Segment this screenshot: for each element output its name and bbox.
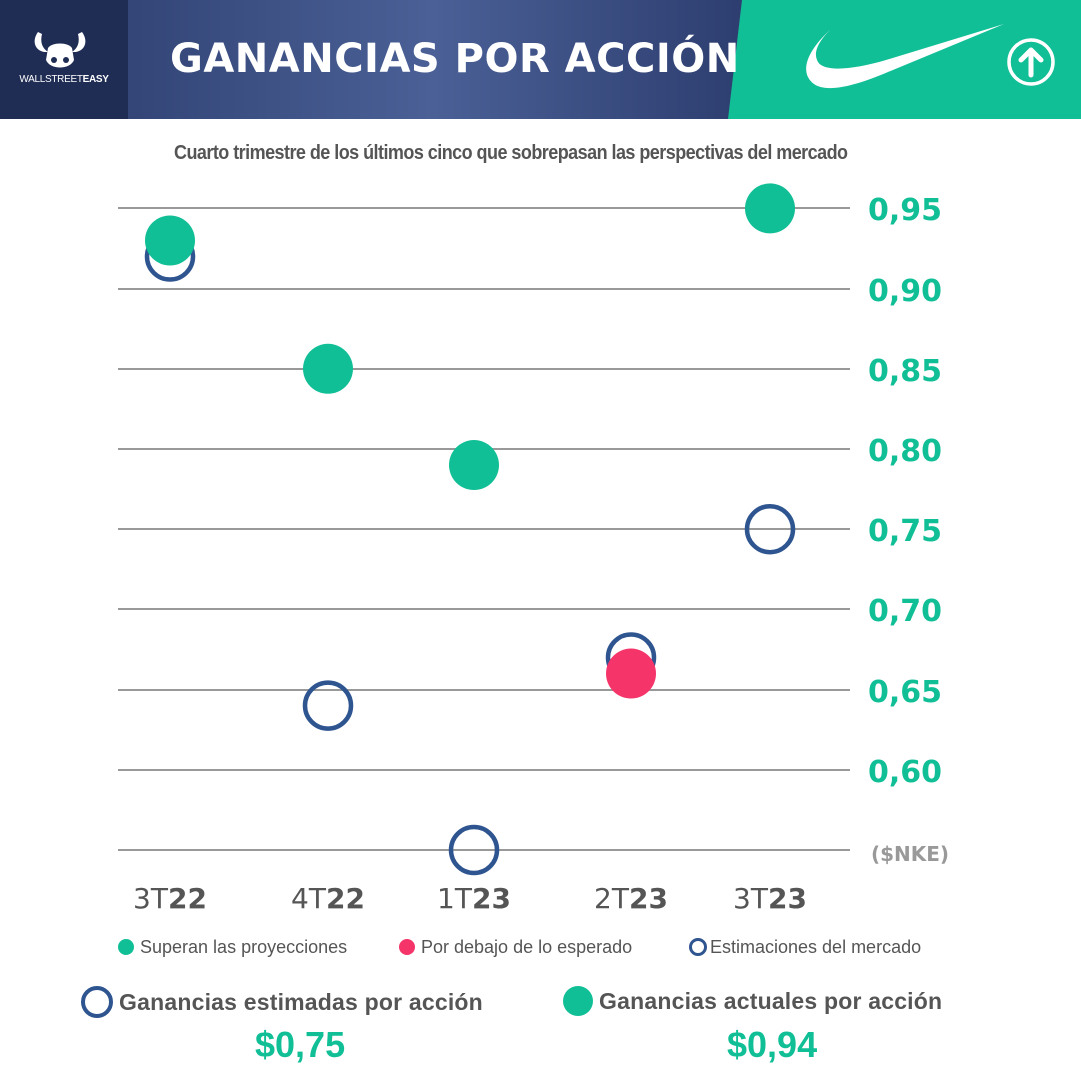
x-tick-label: 3T23 — [733, 882, 807, 915]
actual-point — [449, 440, 499, 491]
actual-point — [745, 183, 795, 234]
brand-wordmark: WALLSTREETEASY — [10, 74, 118, 85]
navy-ring-icon — [81, 986, 113, 1018]
y-tick-label: 0,80 — [868, 434, 942, 469]
header-banner: WALLSTREETEASY GANANCIAS POR ACCIÓN — [0, 0, 1081, 119]
arrow-up-circle-icon — [1007, 38, 1055, 86]
eps-scatter-chart: 0,95 0,90 0,85 0,80 0,75 0,70 0,65 0,60 ($NKE) 3T… — [118, 183, 949, 915]
y-tick-label: 0,65 — [868, 675, 942, 710]
brand-name-bold: EASY — [82, 74, 109, 85]
legend-item-miss: Por debajo de lo esperado — [399, 934, 632, 960]
estimate-point — [302, 680, 354, 731]
green-dot-icon — [563, 986, 593, 1016]
pink-dot-icon — [399, 939, 415, 955]
actual-point — [145, 215, 195, 266]
brand-name-light: WALLSTREET — [19, 74, 83, 85]
summary-actual: Ganancias actuales por acción — [563, 986, 942, 1016]
nike-swoosh-logo — [806, 24, 1004, 89]
summary-estimated: Ganancias estimadas por acción — [81, 986, 483, 1018]
estimate-point — [448, 824, 500, 876]
summary-actual-value: $0,94 — [727, 1024, 818, 1065]
actual-point — [606, 648, 656, 699]
green-dot-icon — [118, 939, 134, 955]
legend-label: Estimaciones del mercado — [710, 936, 922, 957]
y-tick-label: 0,95 — [868, 193, 942, 228]
x-tick-label: 2T23 — [594, 882, 668, 915]
legend-item-estimate: Estimaciones del mercado — [689, 934, 921, 960]
y-tick-label: 0,60 — [868, 755, 942, 790]
legend-label: Superan las proyecciones — [140, 936, 348, 957]
y-tick-label: 0,70 — [868, 594, 942, 629]
y-tick-label: 0,75 — [868, 514, 942, 549]
y-axis-label: ($NKE) — [871, 842, 949, 866]
legend-label: Por debajo de lo esperado — [421, 936, 633, 957]
x-tick-label: 3T22 — [133, 882, 207, 915]
navy-ring-icon — [689, 938, 707, 956]
x-tick-label: 4T22 — [291, 882, 365, 915]
bull-logo-icon — [34, 32, 86, 68]
summary-estimated-label: Ganancias estimadas por acción — [119, 988, 483, 1015]
estimate-point — [744, 503, 796, 555]
y-tick-label: 0,90 — [868, 274, 942, 309]
page-title: GANANCIAS POR ACCIÓN — [170, 36, 740, 82]
y-tick-label: 0,85 — [868, 354, 942, 389]
chart-subtitle: Cuarto trimestre de los últimos cinco qu… — [174, 142, 848, 164]
actual-point — [303, 343, 353, 394]
summary-estimated-value: $0,75 — [255, 1024, 346, 1065]
x-tick-label: 1T23 — [437, 882, 511, 915]
summary-actual-label: Ganancias actuales por acción — [599, 987, 943, 1014]
legend-item-beat: Superan las proyecciones — [118, 934, 347, 960]
